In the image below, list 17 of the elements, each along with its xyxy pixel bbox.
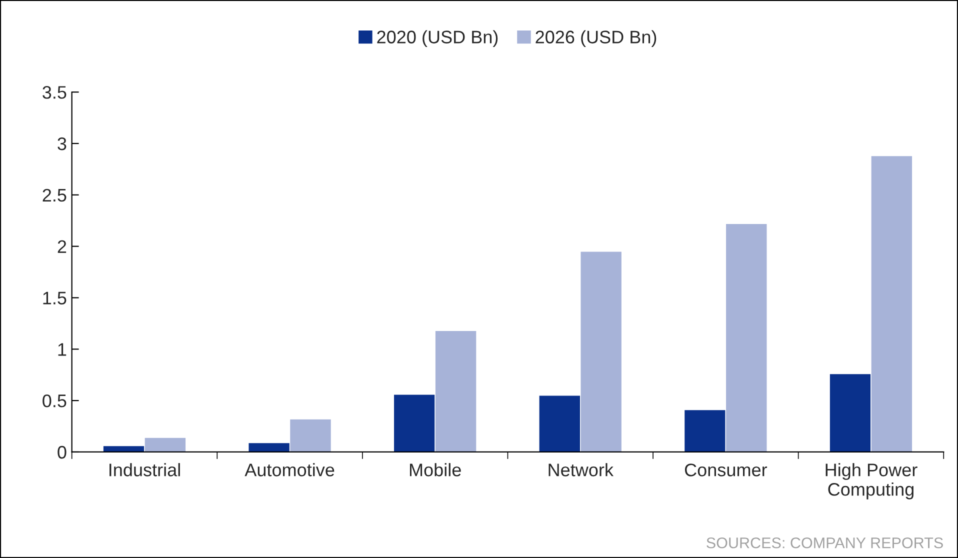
legend-label: 2026 (USD Bn): [536, 30, 656, 48]
y-tick-label: 1.5: [43, 292, 66, 304]
y-tick-label: 3.5: [42, 86, 66, 99]
source-note: SOURCES: COMPANY REPORTS: [706, 537, 943, 548]
y-tick-label: 0: [58, 446, 66, 459]
x-tick-label: High Power Computing: [826, 463, 918, 500]
y-tick-label: 0.5: [42, 394, 66, 408]
x-tick-label: Network: [548, 463, 614, 476]
x-tick-label: Mobile: [410, 463, 461, 476]
legend-label: 2020 (USD Bn): [377, 30, 498, 48]
x-tick-label: Industrial: [110, 463, 180, 476]
x-tick-label: Automotive: [244, 463, 334, 476]
y-tick-label: 2: [58, 240, 66, 253]
y-tick-label: 3: [58, 137, 66, 150]
x-tick-label: Consumer: [684, 464, 768, 476]
y-tick-label: 1: [58, 343, 66, 356]
y-tick-label: 2.5: [42, 188, 66, 202]
